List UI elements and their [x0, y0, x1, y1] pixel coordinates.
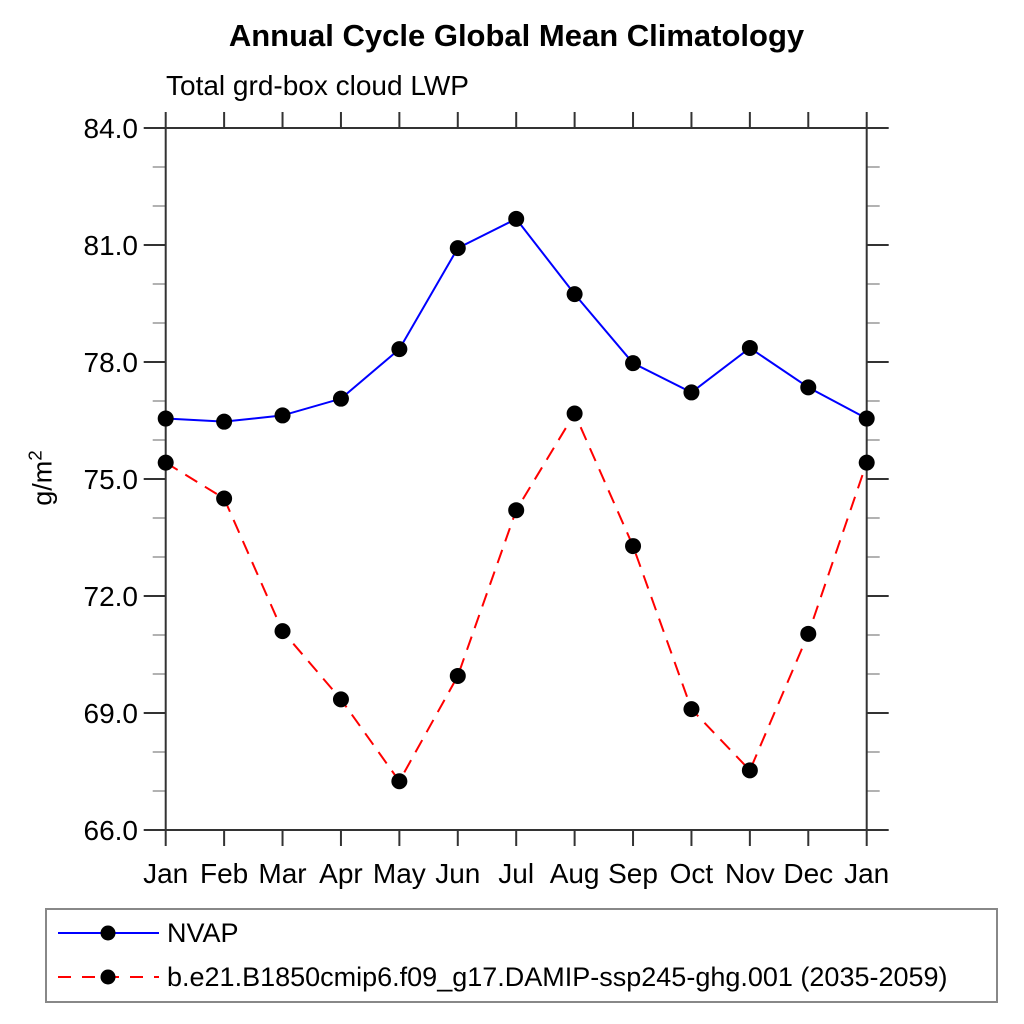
x-tick-label: Jan [143, 858, 188, 889]
data-point-1-Nov [741, 762, 758, 779]
plot-area: 66.0 69.0 72.0 75.0 78.0 81.0 84.0 Jan Feb Mar Apr… [84, 112, 889, 889]
x-tick-label: Sep [608, 858, 658, 889]
data-point-1-Feb [216, 490, 233, 507]
data-point-0-Feb [216, 413, 233, 430]
legend-sample-nvap [58, 925, 159, 941]
legend: NVAP b.e21.B1850cmip6.f09_g17.DAMIP-ssp2… [45, 908, 998, 1003]
x-tick-label: Dec [783, 858, 833, 889]
x-tick-label: Nov [725, 858, 775, 889]
x-tick-label: Apr [319, 858, 363, 889]
data-point-0-Jan [157, 410, 174, 427]
legend-label-nvap: NVAP [167, 917, 239, 948]
y-tick-label: 66.0 [84, 815, 139, 846]
x-tick-label: Jan [844, 858, 889, 889]
data-point-1-Jul [508, 502, 525, 519]
data-point-1-Oct [683, 701, 700, 718]
x-tick-label: Mar [258, 858, 306, 889]
chart-subtitle: Total grd-box cloud LWP [166, 70, 469, 101]
data-point-1-Aug [566, 405, 583, 422]
data-point-0-Sep [625, 355, 642, 372]
chart-title: Annual Cycle Global Mean Climatology [228, 18, 805, 53]
series-line-0 [165, 217, 868, 423]
data-point-0-Mar [274, 407, 291, 424]
x-tick-label: Jul [498, 858, 534, 889]
legend-entry-nvap: NVAP [53, 911, 996, 955]
data-point-1-Jan [858, 454, 875, 471]
data-point-0-May [391, 341, 408, 358]
x-tick-label: Feb [200, 858, 248, 889]
x-tick-label: Jun [435, 858, 480, 889]
data-point-1-Mar [274, 623, 291, 640]
y-tick-label: 84.0 [84, 113, 139, 144]
legend-marker-dot [100, 925, 116, 941]
data-point-0-Aug [566, 286, 583, 303]
data-point-0-Dec [800, 379, 817, 396]
legend-sample-model [58, 969, 159, 985]
data-point-0-Jul [508, 210, 525, 227]
data-point-0-Jun [449, 240, 466, 257]
data-point-1-May [391, 773, 408, 790]
y-tick-label: 75.0 [84, 464, 139, 495]
data-point-1-Jun [449, 667, 466, 684]
legend-marker-dot [100, 969, 116, 985]
data-point-1-Dec [800, 625, 817, 642]
legend-label-model: b.e21.B1850cmip6.f09_g17.DAMIP-ssp245-gh… [167, 961, 948, 992]
y-tick-label: 72.0 [84, 581, 139, 612]
data-point-0-Nov [741, 339, 758, 356]
y-tick-label: 78.0 [84, 347, 139, 378]
data-point-0-Jan [858, 410, 875, 427]
y-tick-label: 81.0 [84, 230, 139, 261]
x-tick-label: Oct [670, 858, 714, 889]
axis-frame [164, 127, 868, 831]
series-line-1 [165, 411, 868, 784]
x-tick-label: May [373, 858, 426, 889]
data-point-1-Apr [332, 691, 349, 708]
y-tick-label: 69.0 [84, 698, 139, 729]
data-point-1-Sep [625, 538, 642, 555]
data-point-1-Jan [157, 454, 174, 471]
data-point-0-Oct [683, 384, 700, 401]
x-tick-label: Aug [550, 858, 600, 889]
legend-entry-model: b.e21.B1850cmip6.f09_g17.DAMIP-ssp245-gh… [53, 955, 996, 999]
data-point-0-Apr [332, 390, 349, 407]
